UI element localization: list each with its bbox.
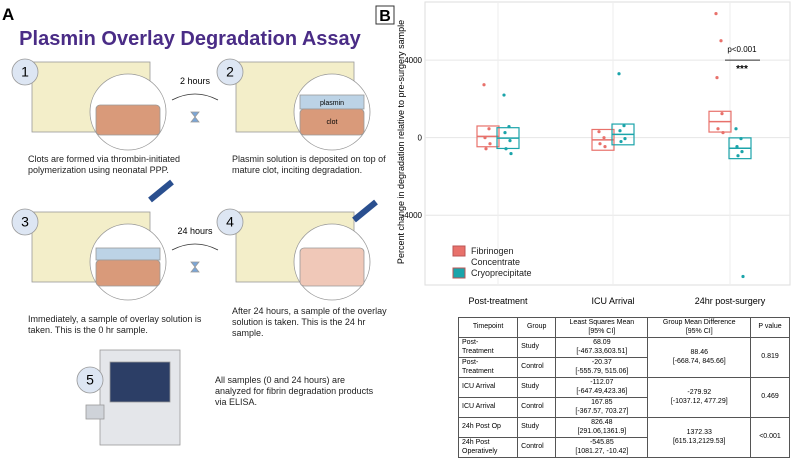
data-point: [504, 147, 508, 151]
table-cell: 88.46 [-668.74, 845.66]: [647, 337, 752, 378]
dish-label: plasmin: [320, 100, 344, 107]
data-point: [721, 131, 725, 135]
y-tick-label: 0: [418, 134, 423, 143]
step-number: 3: [21, 214, 29, 230]
data-point: [602, 136, 606, 140]
legend-swatch: [452, 245, 466, 257]
table: Timepoint Group Least Squares Mean [95% CI…: [457, 317, 790, 458]
table-cell: ICU Arrival: [457, 377, 519, 398]
data-point: [618, 129, 622, 133]
legend-label: Cryoprecipitate: [471, 268, 532, 278]
step-caption: All samples (0 and 24 hours) are analyze…: [215, 375, 374, 407]
table-cell: Control: [517, 397, 557, 418]
step-number: 4: [226, 214, 234, 230]
data-point: [736, 154, 740, 158]
step-number: 5: [86, 372, 94, 388]
table-cell: Control: [517, 437, 557, 458]
y-axis-label: Percent change in degradation relative t…: [396, 20, 406, 264]
data-point: [623, 137, 627, 141]
data-point: [739, 137, 743, 141]
legend-label: Fibrinogen Concentrate: [471, 246, 521, 267]
data-point: [715, 75, 719, 80]
arrow-label: 2 hours: [180, 76, 211, 86]
data-point: [619, 139, 623, 144]
data-point: [603, 145, 607, 149]
data-point: [483, 136, 487, 140]
chart: -4000 0 4000 Post-treatment ICU Arrival 24hr …: [396, 1, 791, 306]
data-point: [488, 142, 492, 146]
annotation: p<0.001: [727, 45, 757, 54]
y-tick-label: 4000: [404, 56, 422, 65]
data-point: [598, 142, 602, 146]
table-cell: Study: [517, 417, 557, 438]
panel-title: Plasmin Overlay Degradation Assay: [19, 28, 362, 50]
table-cell: Timepoint: [457, 317, 519, 338]
data-point: [508, 138, 512, 143]
data-point: [503, 131, 507, 135]
step-number: 1: [21, 64, 29, 80]
panel-label-box: [375, 5, 395, 25]
data-point: [741, 274, 745, 279]
x-tick-label: Post-treatment: [468, 296, 528, 306]
data-point: [719, 39, 723, 43]
table-cell: 24h Post Op: [457, 417, 519, 438]
data-point: [716, 127, 720, 131]
table-cell: Least Squares Mean [95% CI]: [555, 317, 649, 338]
annotation: ***: [736, 64, 748, 75]
table-cell: Group: [517, 317, 557, 338]
legend-swatch: [452, 267, 466, 279]
data-point: [502, 93, 506, 97]
panel-label: A: [2, 5, 14, 24]
table-cell: Study: [517, 337, 557, 358]
table-cell: Study: [517, 377, 557, 398]
table-cell: Post- Treatment: [457, 357, 519, 378]
step-caption: Plasmin solution is deposited on top of …: [232, 154, 386, 175]
dish-label: clot: [327, 119, 338, 126]
table-cell: -20.37 [-555.79, 515.06]: [555, 357, 649, 378]
table-cell: Post- Treatment: [457, 337, 519, 358]
table-cell: <0.001: [750, 417, 790, 458]
data-point: [482, 83, 486, 87]
data-point: [735, 145, 739, 149]
data-point: [622, 124, 626, 128]
arrow-label: 24 hours: [177, 226, 213, 236]
x-tick-label: ICU Arrival: [591, 296, 634, 306]
table-cell: -279.92 [-1037.12, 477.29]: [647, 377, 752, 418]
table-cell: -112.07 [-647.49,423.36]: [555, 377, 649, 398]
table-cell: Control: [517, 357, 557, 378]
table-cell: 24h Post Operatively: [457, 437, 519, 458]
table-cell: ICU Arrival: [457, 397, 519, 418]
x-tick-label: 24hr post-surgery: [695, 296, 766, 306]
table-cell: 826.48 [291.06,1361.9]: [555, 417, 649, 438]
step-caption: Clots are formed via thrombin-initiated …: [28, 154, 181, 175]
illustrations: [11, 58, 378, 446]
table-cell: 0.819: [750, 337, 790, 378]
data-point: [484, 147, 488, 151]
data-point: [507, 125, 511, 129]
data-point: [509, 151, 513, 156]
data-point: [720, 112, 724, 116]
table-cell: 0.469: [750, 377, 790, 418]
data-point: [714, 12, 718, 16]
table-cell: 68.09 [-467.33,603.51]: [555, 337, 649, 358]
step-caption: Immediately, a sample of overlay solutio…: [28, 314, 202, 335]
table-cell: Group Mean Difference [95% CI]: [647, 317, 752, 338]
data-point: [487, 127, 491, 131]
results-table: Timepoint Group Least Squares Mean [95% CI…: [457, 317, 790, 458]
table-cell: P value: [750, 317, 790, 338]
step-caption: After 24 hours, a sample of the overlay …: [232, 306, 387, 338]
data-point: [740, 150, 744, 154]
y-tick-label: -4000: [402, 211, 423, 220]
data-point: [597, 130, 601, 134]
table-cell: 1372.33 [615.13,2129.53]: [647, 417, 752, 458]
data-point: [734, 127, 738, 131]
table-cell: -545.85 [1081.27, -10.42]: [555, 437, 649, 458]
step-number: 2: [226, 64, 234, 80]
table-cell: 167.85 [-367.57, 703.27]: [555, 397, 649, 418]
data-point: [617, 72, 621, 76]
panel-label: B: [379, 8, 391, 25]
